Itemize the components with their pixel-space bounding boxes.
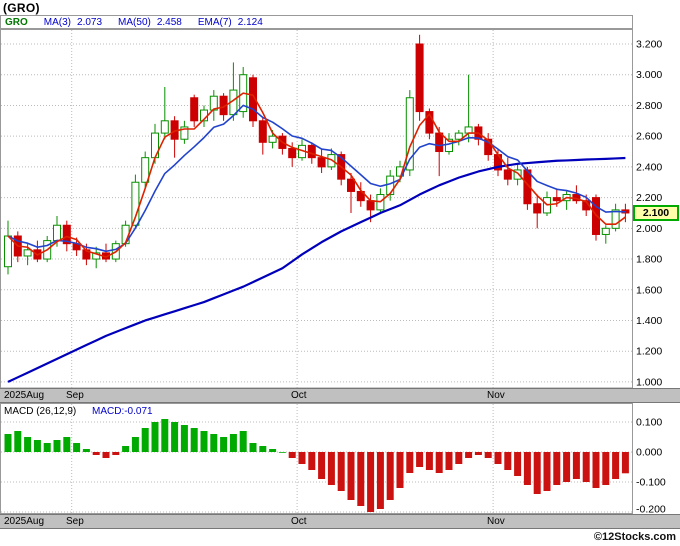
ma3-line <box>7 92 626 258</box>
month-axis-bottom: 2025Aug Sep Oct Nov <box>0 514 680 529</box>
svg-text:2.800: 2.800 <box>636 100 662 112</box>
ma50-value: 2.458 <box>156 16 182 28</box>
month-label-aug: 2025Aug <box>4 390 45 401</box>
ema7-value: 2.124 <box>237 16 263 28</box>
ma50-line <box>7 156 626 383</box>
svg-text:3.000: 3.000 <box>636 69 662 81</box>
svg-text:-0.100: -0.100 <box>636 477 666 489</box>
svg-text:3.200: 3.200 <box>636 39 662 51</box>
month-label-oct: Oct <box>291 390 307 401</box>
svg-text:1.800: 1.800 <box>636 254 662 266</box>
last-price-badge: 2.100 <box>633 204 679 221</box>
page-title: (GRO) <box>3 1 40 15</box>
month-label-oct: Oct <box>291 516 307 527</box>
month-label-nov: Nov <box>487 390 505 401</box>
indicator-legend: GRO MA(3) 2.073 MA(50) 2.458 EMA(7) 2.12… <box>0 15 633 29</box>
macd-params-label: MACD (26,12,9) <box>4 406 77 417</box>
month-label-sep: Sep <box>66 390 84 401</box>
svg-text:-0.200: -0.200 <box>636 504 666 516</box>
svg-text:2.200: 2.200 <box>636 192 662 204</box>
ma50-legend-item: MA(50) 2.458 <box>118 17 182 28</box>
panel-frames <box>0 29 633 514</box>
month-label-aug: 2025Aug <box>4 516 45 527</box>
month-axis-top: 2025Aug Sep Oct Nov <box>0 388 680 403</box>
ma3-legend-item: MA(3) 2.073 <box>44 17 102 28</box>
ma3-label: MA(3) <box>43 16 72 28</box>
axis-tick-labels: 3.200 3.000 2.800 2.600 2.400 2.200 2.000 1.800… <box>636 39 666 516</box>
month-label-sep: Sep <box>66 516 84 527</box>
candlesticks <box>4 34 630 275</box>
ema7-line <box>7 104 626 253</box>
svg-text:1.000: 1.000 <box>636 376 662 388</box>
symbol-label: GRO <box>5 16 28 28</box>
svg-text:2.400: 2.400 <box>636 161 662 173</box>
svg-text:0.000: 0.000 <box>636 447 662 459</box>
ema7-legend-item: EMA(7) 2.124 <box>198 17 263 28</box>
macd-histogram <box>4 419 629 512</box>
gridlines <box>1 30 632 513</box>
svg-text:2.600: 2.600 <box>636 131 662 143</box>
watermark-link[interactable]: ©12Stocks.com <box>593 531 676 543</box>
svg-text:0.100: 0.100 <box>636 417 662 429</box>
ma50-label: MA(50) <box>118 16 151 28</box>
macd-value-label: MACD:-0.071 <box>92 406 153 417</box>
ema7-label: EMA(7) <box>197 16 232 28</box>
svg-text:1.400: 1.400 <box>636 315 662 327</box>
month-label-nov: Nov <box>487 516 505 527</box>
ma3-value: 2.073 <box>77 16 103 28</box>
svg-text:1.200: 1.200 <box>636 346 662 358</box>
svg-text:2.000: 2.000 <box>636 223 662 235</box>
svg-text:1.600: 1.600 <box>636 284 662 296</box>
